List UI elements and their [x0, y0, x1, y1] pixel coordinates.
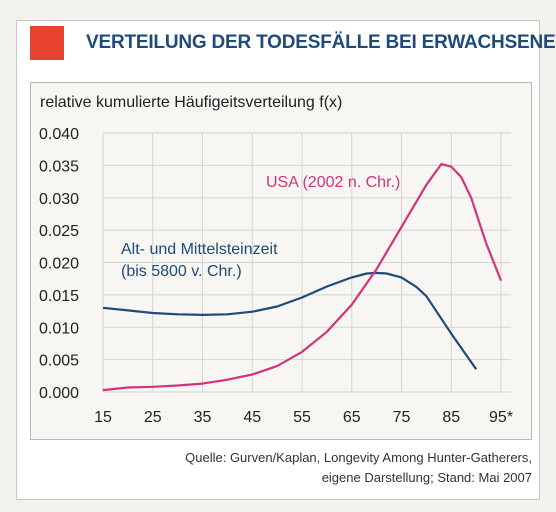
x-tick-label: 95* — [489, 409, 513, 426]
y-tick-label: 0.020 — [39, 256, 79, 273]
accent-square — [30, 26, 64, 60]
y-tick-label: 0.025 — [39, 223, 79, 240]
series-line-stone-age — [102, 271, 478, 370]
chart-area: relative kumulierte Häufigeitsverteilung… — [30, 82, 532, 440]
line-chart: relative kumulierte Häufigeitsverteilung… — [39, 94, 513, 426]
series-label-stone-age-line1: Alt- und Mittelsteinzeit — [121, 241, 278, 258]
source-line-2: eigene Darstellung; Stand: Mai 2007 — [321, 470, 532, 485]
source-line-1: Quelle: Gurven/Kaplan, Longevity Among H… — [185, 450, 532, 465]
x-tick-label: 15 — [94, 409, 112, 426]
y-tick-label: 0.040 — [39, 126, 79, 143]
series-label-usa: USA (2002 n. Chr.) — [266, 174, 400, 191]
y-tick-label: 0.005 — [39, 353, 79, 370]
x-tick-label: 25 — [144, 409, 162, 426]
x-tick-label: 85 — [442, 409, 460, 426]
x-tick-label: 45 — [243, 409, 261, 426]
y-tick-label: 0.015 — [39, 288, 79, 305]
y-tick-label: 0.030 — [39, 191, 79, 208]
series-line-usa — [102, 163, 503, 392]
x-tick-label: 75 — [393, 409, 411, 426]
series-label-stone-age-line2: (bis 5800 v. Chr.) — [121, 263, 242, 280]
y-tick-label: 0.035 — [39, 158, 79, 175]
y-tick-label: 0.000 — [39, 385, 79, 402]
y-tick-label: 0.010 — [39, 320, 79, 337]
x-tick-label: 65 — [343, 409, 361, 426]
source-note: Quelle: Gurven/Kaplan, Longevity Among H… — [112, 448, 532, 488]
x-tick-label: 55 — [293, 409, 311, 426]
x-tick-label: 35 — [194, 409, 212, 426]
y-axis-label: relative kumulierte Häufigeitsverteilung… — [40, 94, 342, 111]
page-title: VERTEILUNG DER TODESFÄLLE BEI ERWACHSENE… — [86, 32, 556, 53]
